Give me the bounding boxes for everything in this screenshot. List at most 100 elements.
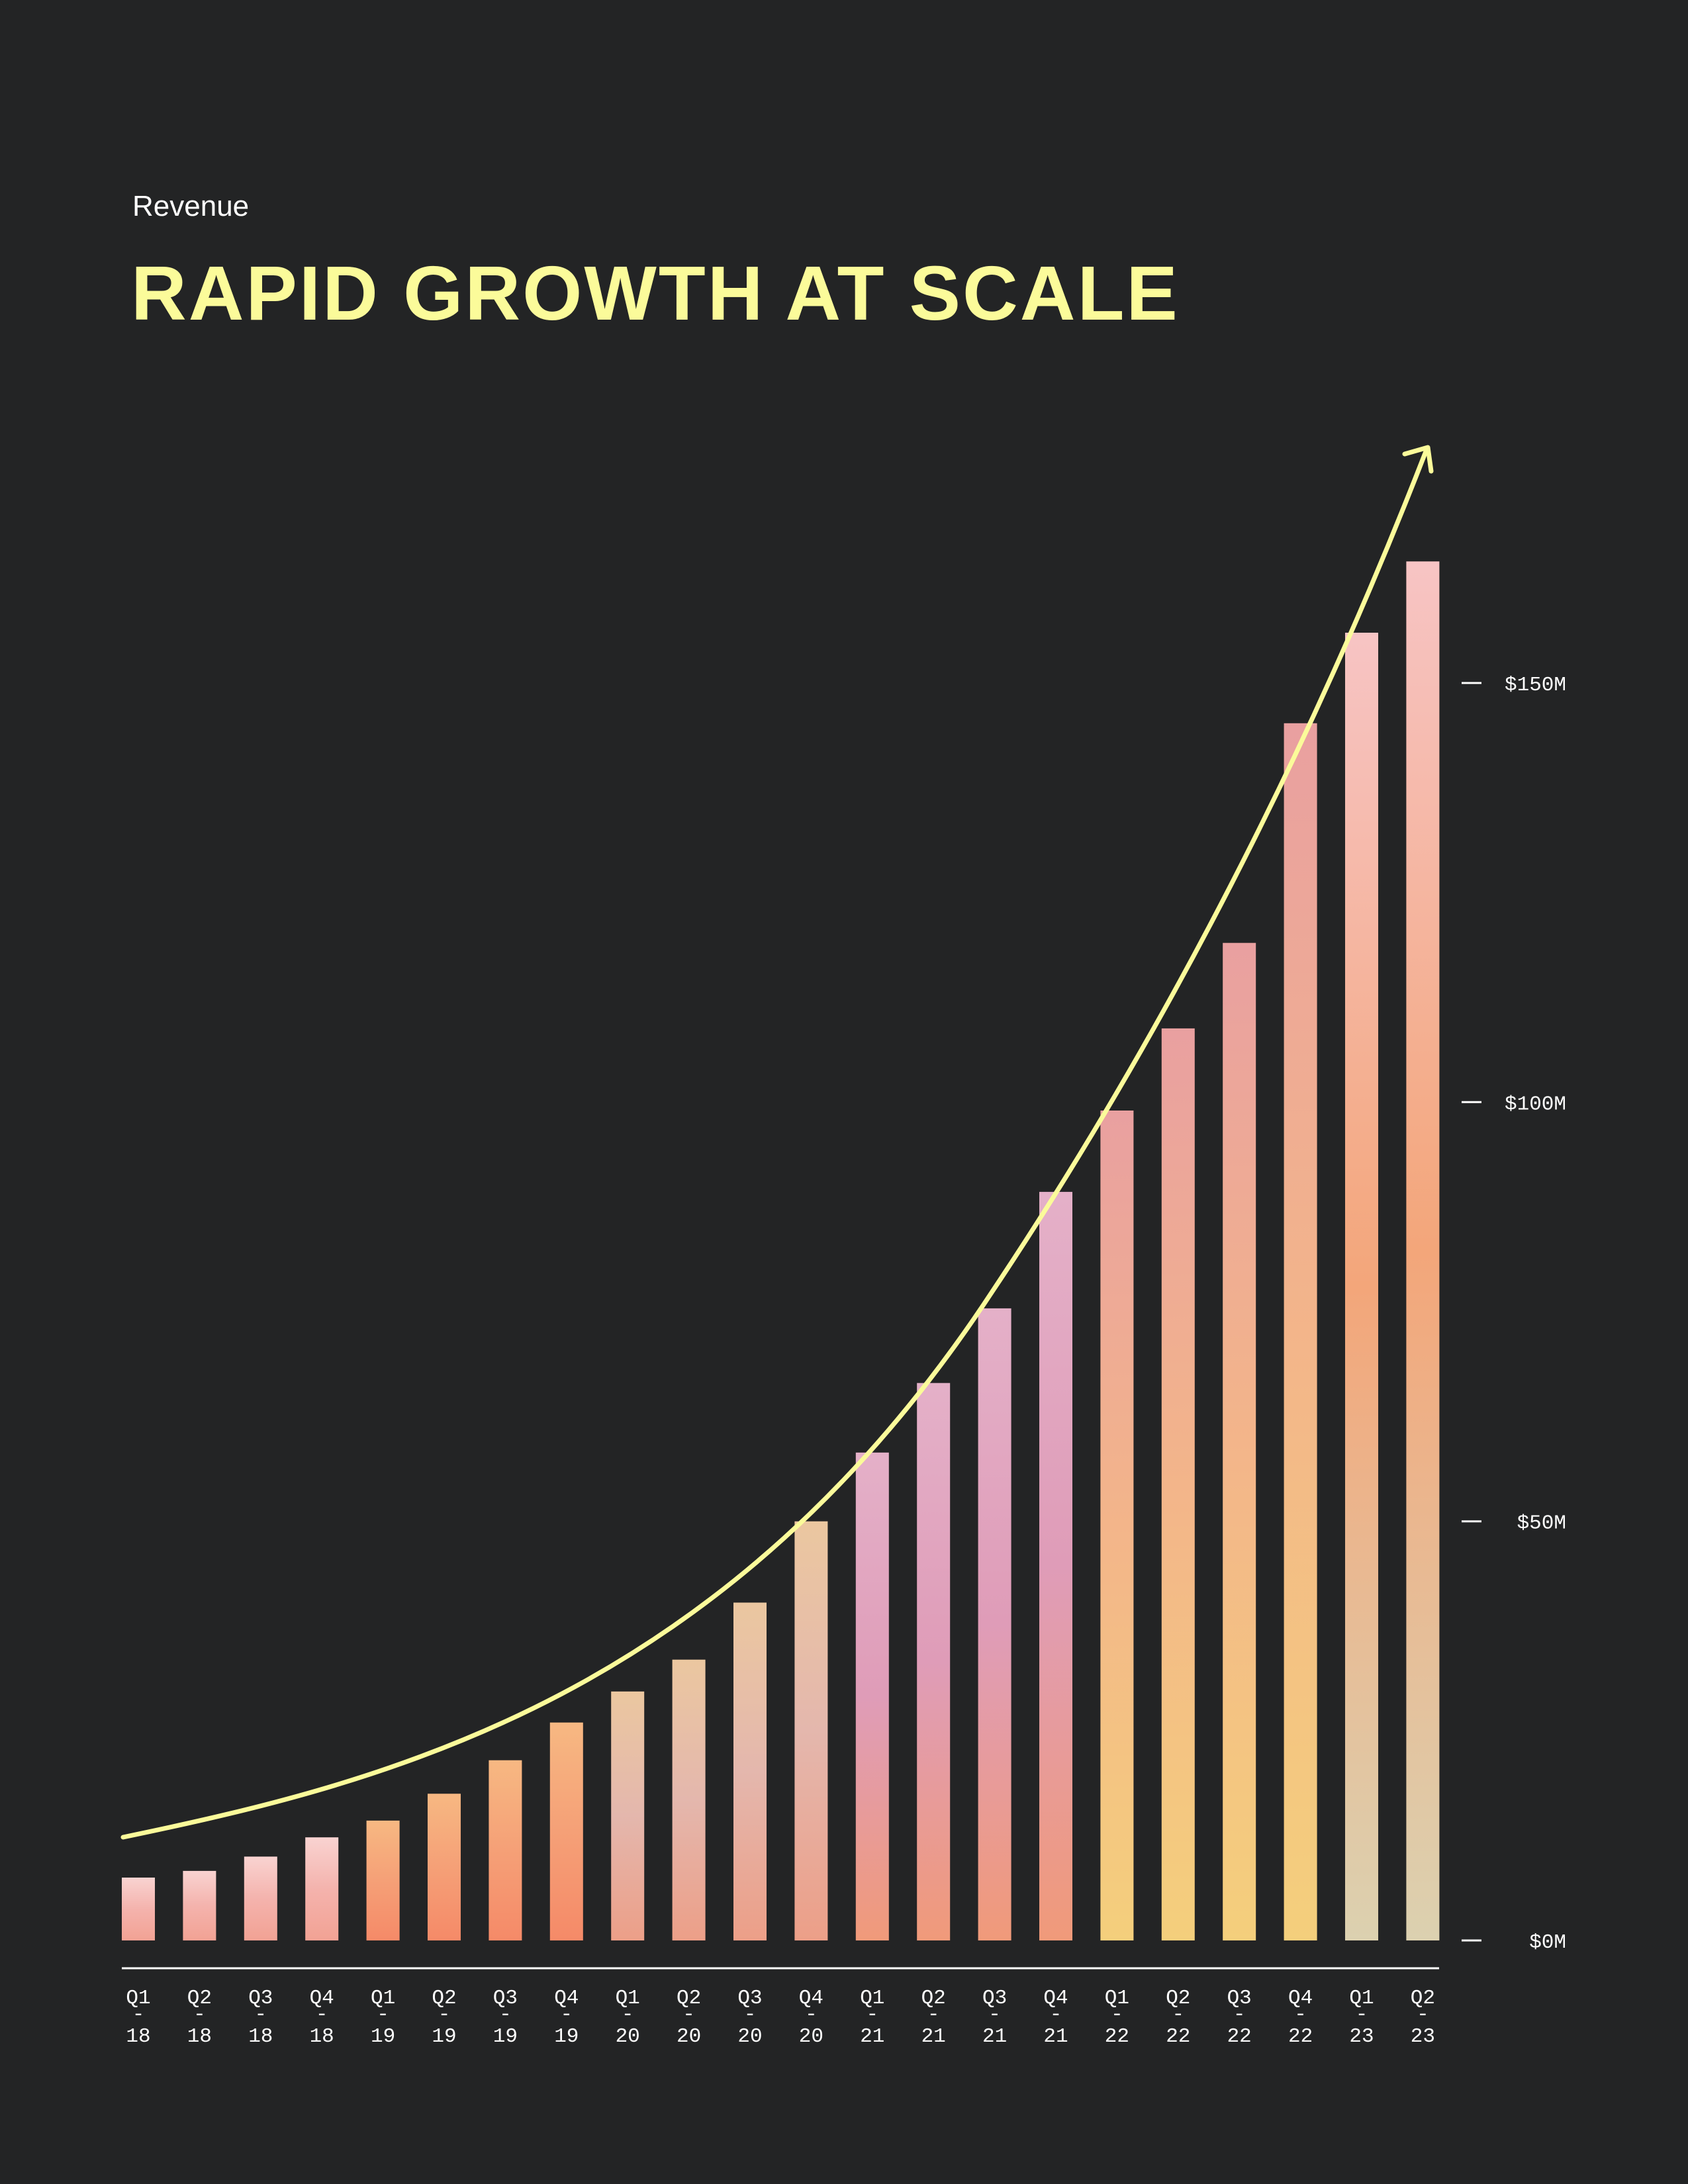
x-tick-label: Q2 <box>1166 1987 1190 2010</box>
x-tick-label: - <box>1111 2003 1123 2026</box>
x-tick-label: Q3 <box>737 1987 762 2010</box>
bar-q3-20 <box>733 1602 767 1940</box>
x-tick-label: 23 <box>1411 2025 1435 2048</box>
bar-q1-21 <box>855 1452 889 1940</box>
x-tick-label: 21 <box>860 2025 884 2048</box>
bar-q2-18 <box>183 1870 216 1940</box>
y-tick-label: $50M <box>1517 1512 1566 1535</box>
x-tick-label: - <box>805 2003 818 2026</box>
bar-q1-20 <box>611 1691 645 1940</box>
x-tick-label: - <box>254 2003 267 2026</box>
x-tick-label: 19 <box>432 2025 456 2048</box>
bar-q1-23 <box>1345 633 1378 1940</box>
x-tick-label: 20 <box>737 2025 762 2048</box>
x-tick-label: Q2 <box>677 1987 701 2010</box>
x-tick-label: - <box>866 2003 878 2026</box>
x-tick-label: 20 <box>799 2025 823 2048</box>
x-tick-label: - <box>193 2003 206 2026</box>
bar-q2-23 <box>1406 561 1440 1940</box>
x-tick-label: 22 <box>1227 2025 1252 2048</box>
x-tick-label: Q1 <box>1105 1987 1129 2010</box>
x-tick-label: - <box>927 2003 940 2026</box>
growth-trend-line <box>120 449 1429 1840</box>
bar-q1-19 <box>366 1820 400 1940</box>
bar-q1-22 <box>1100 1111 1134 1940</box>
x-tick-label: 20 <box>616 2025 640 2048</box>
x-tick-label: 21 <box>921 2025 946 2048</box>
x-tick-label: - <box>132 2003 145 2026</box>
x-tick-label: - <box>622 2003 634 2026</box>
x-tick-label: - <box>1172 2003 1184 2026</box>
x-tick-label: 18 <box>248 2025 273 2048</box>
bar-q3-22 <box>1223 942 1256 1940</box>
x-tick-label: 22 <box>1166 2025 1190 2048</box>
x-tick-label: Q1 <box>1349 1987 1374 2010</box>
chart-subtitle: Revenue <box>132 190 250 222</box>
chart-title: RAPID GROWTH AT SCALE <box>131 250 1180 336</box>
bar-q3-21 <box>978 1308 1011 1940</box>
x-tick-label: - <box>1294 2003 1307 2026</box>
x-tick-label: - <box>744 2003 757 2026</box>
x-tick-label: - <box>682 2003 695 2026</box>
bar-q4-19 <box>549 1722 583 1940</box>
x-tick-label: 18 <box>126 2025 150 2048</box>
bar-q4-20 <box>794 1521 828 1940</box>
x-tick-label: Q3 <box>982 1987 1007 2010</box>
x-tick-label: 20 <box>677 2025 701 2048</box>
y-tick-label: $150M <box>1505 674 1566 697</box>
bar-q3-19 <box>489 1760 522 1940</box>
x-tick-label: Q3 <box>1227 1987 1252 2010</box>
bar-q2-21 <box>917 1383 951 1940</box>
bar-q1-18 <box>122 1878 155 1940</box>
x-tick-label: - <box>377 2003 389 2026</box>
x-tick-label: 21 <box>1043 2025 1068 2048</box>
bar-q4-18 <box>305 1837 339 1940</box>
bars-layer <box>122 561 1440 1940</box>
x-tick-label: Q4 <box>554 1987 579 2010</box>
x-tick-label: 18 <box>310 2025 334 2048</box>
bar-q2-19 <box>428 1794 461 1940</box>
x-tick-label: - <box>560 2003 573 2026</box>
x-tick-label: 19 <box>371 2025 395 2048</box>
x-tick-label: 22 <box>1288 2025 1313 2048</box>
x-tick-label: Q3 <box>248 1987 273 2010</box>
trend-arrow-head-icon <box>1402 445 1434 474</box>
bar-q4-21 <box>1039 1191 1072 1940</box>
x-tick-label: 23 <box>1349 2025 1374 2048</box>
x-tick-label: 21 <box>982 2025 1007 2048</box>
x-tick-label: Q1 <box>860 1987 884 2010</box>
x-tick-label: 18 <box>187 2025 212 2048</box>
x-tick-label: Q4 <box>799 1987 823 2010</box>
x-tick-label: Q2 <box>432 1987 456 2010</box>
bar-q2-20 <box>672 1659 706 1940</box>
x-tick-label: - <box>499 2003 512 2026</box>
y-tick-label: $100M <box>1505 1093 1566 1116</box>
x-tick-label: - <box>438 2003 451 2026</box>
x-tick-label: Q2 <box>1411 1987 1435 2010</box>
x-tick-label: Q3 <box>493 1987 518 2010</box>
x-tick-label: 22 <box>1105 2025 1129 2048</box>
axis-layer: Q1-18Q2-18Q3-18Q4-18Q1-19Q2-19Q3-19Q4-19… <box>122 674 1566 2048</box>
bar-q2-22 <box>1161 1028 1195 1940</box>
trend-layer <box>120 445 1434 1840</box>
x-tick-label: Q1 <box>616 1987 640 2010</box>
x-tick-label: Q4 <box>1043 1987 1068 2010</box>
x-tick-label: Q4 <box>310 1987 334 2010</box>
x-tick-label: 19 <box>493 2025 518 2048</box>
x-tick-label: - <box>1050 2003 1062 2026</box>
x-tick-label: Q4 <box>1288 1987 1313 2010</box>
x-tick-label: - <box>988 2003 1001 2026</box>
x-tick-label: 19 <box>554 2025 579 2048</box>
x-tick-label: Q1 <box>371 1987 395 2010</box>
x-tick-label: - <box>1356 2003 1368 2026</box>
bar-q3-18 <box>244 1856 277 1940</box>
x-tick-label: Q1 <box>126 1987 150 2010</box>
x-tick-label: - <box>1417 2003 1429 2026</box>
bar-q4-22 <box>1284 723 1317 1940</box>
x-tick-label: Q2 <box>921 1987 946 2010</box>
y-tick-label: $0M <box>1529 1931 1566 1954</box>
x-tick-label: - <box>316 2003 328 2026</box>
x-tick-label: Q2 <box>187 1987 212 2010</box>
x-tick-label: - <box>1233 2003 1246 2026</box>
